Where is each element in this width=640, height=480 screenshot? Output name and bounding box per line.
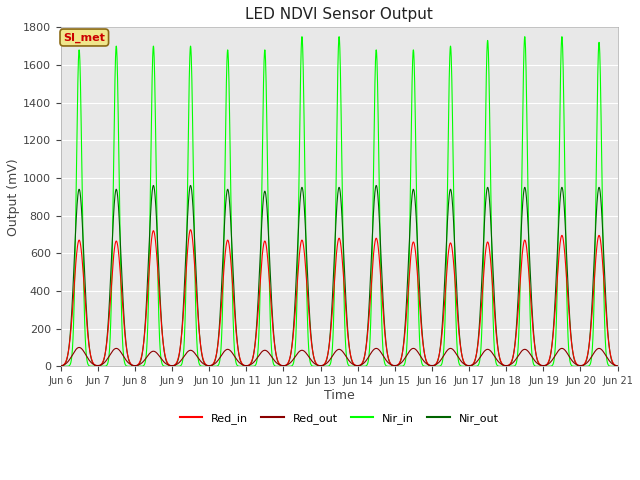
Legend: Red_in, Red_out, Nir_in, Nir_out: Red_in, Red_out, Nir_in, Nir_out: [175, 409, 503, 429]
Y-axis label: Output (mV): Output (mV): [7, 158, 20, 236]
Title: LED NDVI Sensor Output: LED NDVI Sensor Output: [245, 7, 433, 22]
Text: SI_met: SI_met: [63, 32, 105, 43]
X-axis label: Time: Time: [324, 389, 355, 402]
